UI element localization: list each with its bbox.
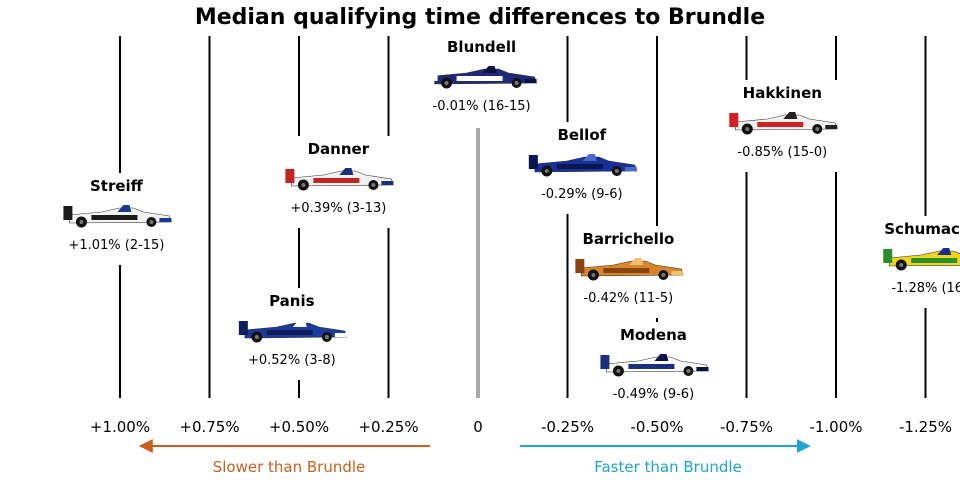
- driver-value-label: +1.01% (2-15): [68, 238, 164, 253]
- driver-value-label: -1.28% (16-0): [891, 281, 960, 296]
- driver-name: Bellof: [557, 126, 606, 144]
- driver-name: Streiff: [90, 177, 144, 195]
- driver-name: Barrichello: [582, 230, 674, 248]
- driver-name: Blundell: [447, 38, 516, 56]
- driver-points: Streiff +1.01% (2-15) Panis +0.52% (3-8) Dan…: [63, 38, 960, 402]
- driver-point: Modena -0.49% (9-6): [600, 326, 709, 402]
- car-icon: [428, 66, 537, 89]
- slower-label: Slower than Brundle: [213, 458, 366, 476]
- driver-name: Danner: [308, 140, 370, 158]
- driver-name: Modena: [620, 326, 687, 344]
- driver-value-label: -0.29% (9-6): [541, 187, 623, 202]
- gridlines: [119, 36, 927, 398]
- car-icon: [238, 320, 348, 343]
- x-axis-ticks: +1.00% +0.75% +0.50% +0.25% 0 -0.25% -0.50% -0.…: [90, 418, 952, 436]
- driver-point: Schumacher -1.28% (16-0): [883, 220, 960, 296]
- x-tick-label: +0.75%: [179, 418, 239, 436]
- driver-point: Streiff +1.01% (2-15): [63, 177, 172, 253]
- x-tick-label: +1.00%: [90, 418, 150, 436]
- driver-name: Hakkinen: [743, 84, 822, 102]
- direction-arrows: Slower than Brundle Faster than Brundle: [138, 439, 811, 476]
- driver-point: Danner +0.39% (3-13): [285, 140, 394, 216]
- x-tick-label: -1.25%: [899, 418, 952, 436]
- car-icon: [600, 354, 709, 377]
- x-tick-label: -0.50%: [630, 418, 683, 436]
- faster-label: Faster than Brundle: [594, 458, 742, 476]
- driver-value-label: -0.01% (16-15): [433, 99, 531, 114]
- driver-point: Hakkinen -0.85% (15-0): [729, 84, 838, 160]
- driver-point: Barrichello -0.42% (11-5): [575, 230, 684, 306]
- driver-point: Blundell -0.01% (16-15): [428, 38, 537, 114]
- driver-name: Schumacher: [884, 220, 960, 238]
- driver-value-label: -0.49% (9-6): [613, 387, 695, 402]
- car-icon: [528, 154, 638, 177]
- driver-value-label: -0.85% (15-0): [737, 145, 827, 160]
- car-icon: [575, 258, 684, 281]
- car-icon: [285, 168, 394, 191]
- x-tick-label: -0.75%: [720, 418, 773, 436]
- x-tick-label: 0: [473, 418, 483, 436]
- chart-title: Median qualifying time differences to Br…: [195, 5, 765, 30]
- x-tick-label: +0.50%: [269, 418, 329, 436]
- driver-point: Bellof -0.29% (9-6): [528, 126, 638, 202]
- car-icon: [729, 112, 838, 135]
- x-tick-label: -0.25%: [541, 418, 594, 436]
- driver-point: Panis +0.52% (3-8): [238, 292, 348, 368]
- driver-value-label: -0.42% (11-5): [583, 291, 673, 306]
- car-icon: [883, 248, 960, 271]
- x-tick-label: +0.25%: [358, 418, 418, 436]
- driver-value-label: +0.39% (3-13): [290, 201, 386, 216]
- driver-name: Panis: [269, 292, 315, 310]
- x-tick-label: -1.00%: [809, 418, 862, 436]
- driver-value-label: +0.52% (3-8): [248, 353, 336, 368]
- car-icon: [63, 205, 172, 228]
